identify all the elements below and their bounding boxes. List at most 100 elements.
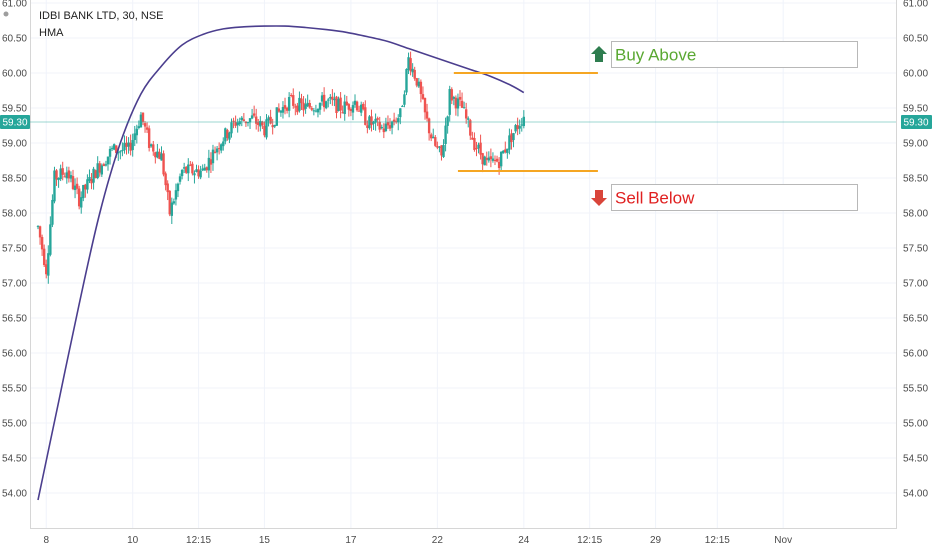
- candle: [36, 225, 40, 230]
- candle: [294, 103, 297, 116]
- buy-above-annotation[interactable]: Buy Above: [591, 41, 858, 68]
- candle: [331, 89, 334, 106]
- candle: [201, 164, 204, 172]
- candle: [434, 135, 437, 148]
- candle: [209, 152, 213, 174]
- candle: [160, 146, 163, 161]
- candle: [357, 105, 361, 112]
- candle: [296, 102, 299, 115]
- candle: [255, 108, 258, 130]
- y-tick-label-left: 58.50: [2, 174, 27, 185]
- candle: [45, 259, 48, 279]
- y-tick-label-right: 59.50: [903, 104, 928, 115]
- candle: [145, 122, 149, 134]
- candle: [162, 150, 165, 177]
- candle: [259, 116, 262, 132]
- candle: [473, 132, 476, 152]
- candle: [419, 79, 423, 103]
- x-tick-label: 8: [43, 535, 49, 546]
- candle: [63, 172, 66, 178]
- candle: [104, 160, 108, 167]
- candle: [222, 137, 225, 151]
- last-price-label-left: 59.30: [2, 118, 27, 129]
- candle: [102, 162, 106, 167]
- candle: [425, 103, 429, 122]
- y-tick-label-left: 56.50: [2, 314, 27, 325]
- candle: [287, 92, 291, 118]
- x-tick-label: 12:15: [705, 535, 730, 546]
- candle: [458, 90, 462, 107]
- candle: [448, 85, 451, 122]
- candle: [285, 106, 289, 114]
- candle: [57, 177, 60, 188]
- candle: [119, 150, 122, 160]
- candle: [456, 93, 460, 117]
- candle: [147, 125, 151, 152]
- candle: [401, 104, 404, 107]
- candle: [405, 68, 408, 96]
- candle: [355, 100, 359, 112]
- candle: [388, 118, 392, 132]
- candle: [366, 120, 369, 134]
- candle: [152, 140, 155, 156]
- candle: [394, 117, 398, 124]
- candle: [481, 152, 484, 173]
- candle: [127, 137, 130, 154]
- candle: [508, 128, 511, 155]
- candle: [444, 117, 447, 152]
- y-tick-label-left: 55.50: [2, 384, 27, 395]
- candle: [452, 95, 456, 106]
- candle: [185, 166, 188, 174]
- sell-below-annotation[interactable]: Sell Below: [591, 184, 858, 211]
- arrow-up-icon: [591, 46, 607, 62]
- candle: [220, 143, 223, 154]
- x-tick-label: 22: [432, 535, 444, 546]
- candle: [364, 100, 367, 126]
- y-tick-label-left: 57.00: [2, 279, 27, 290]
- candle: [454, 95, 458, 116]
- candle: [421, 86, 425, 100]
- candle: [320, 92, 324, 106]
- chart-symbol-title: IDBI BANK LTD, 30, NSE: [39, 10, 164, 22]
- candle: [265, 114, 268, 140]
- candle: [300, 93, 303, 110]
- candle: [252, 105, 256, 118]
- candle: [502, 149, 505, 154]
- candle: [471, 131, 474, 140]
- candle: [409, 51, 412, 76]
- x-tick-label: 15: [259, 535, 271, 546]
- candle: [158, 148, 161, 160]
- candle: [135, 124, 139, 144]
- y-tick-label-left: 60.50: [2, 34, 27, 45]
- candle: [94, 169, 97, 179]
- candle: [80, 191, 83, 214]
- candle: [429, 132, 433, 142]
- y-tick-label-right: 58.50: [903, 174, 928, 185]
- candle: [143, 121, 147, 133]
- candle: [491, 152, 495, 163]
- x-tick-label: 24: [518, 535, 530, 546]
- candle: [150, 143, 153, 148]
- x-axis: 8 10 12:15 15 17 22 24 12:15 29 12:15 Nov: [43, 535, 792, 546]
- x-tick-label: 29: [650, 535, 662, 546]
- candle: [271, 118, 274, 135]
- candle: [197, 165, 200, 179]
- candle: [273, 124, 276, 129]
- candle: [65, 166, 69, 184]
- candle: [215, 145, 219, 161]
- candle: [73, 178, 77, 199]
- buy-above-box[interactable]: [611, 41, 858, 68]
- candle: [166, 180, 169, 201]
- candle: [82, 184, 85, 202]
- candle: [69, 171, 73, 183]
- y-tick-label-right: 57.00: [903, 279, 928, 290]
- candle: [304, 98, 307, 114]
- candle: [438, 145, 441, 153]
- arrow-down-icon: [591, 190, 607, 206]
- candle: [516, 117, 519, 136]
- sell-below-box[interactable]: [611, 184, 858, 211]
- candle: [217, 142, 221, 155]
- candle: [88, 169, 91, 184]
- y-tick-label-right: 56.00: [903, 349, 928, 360]
